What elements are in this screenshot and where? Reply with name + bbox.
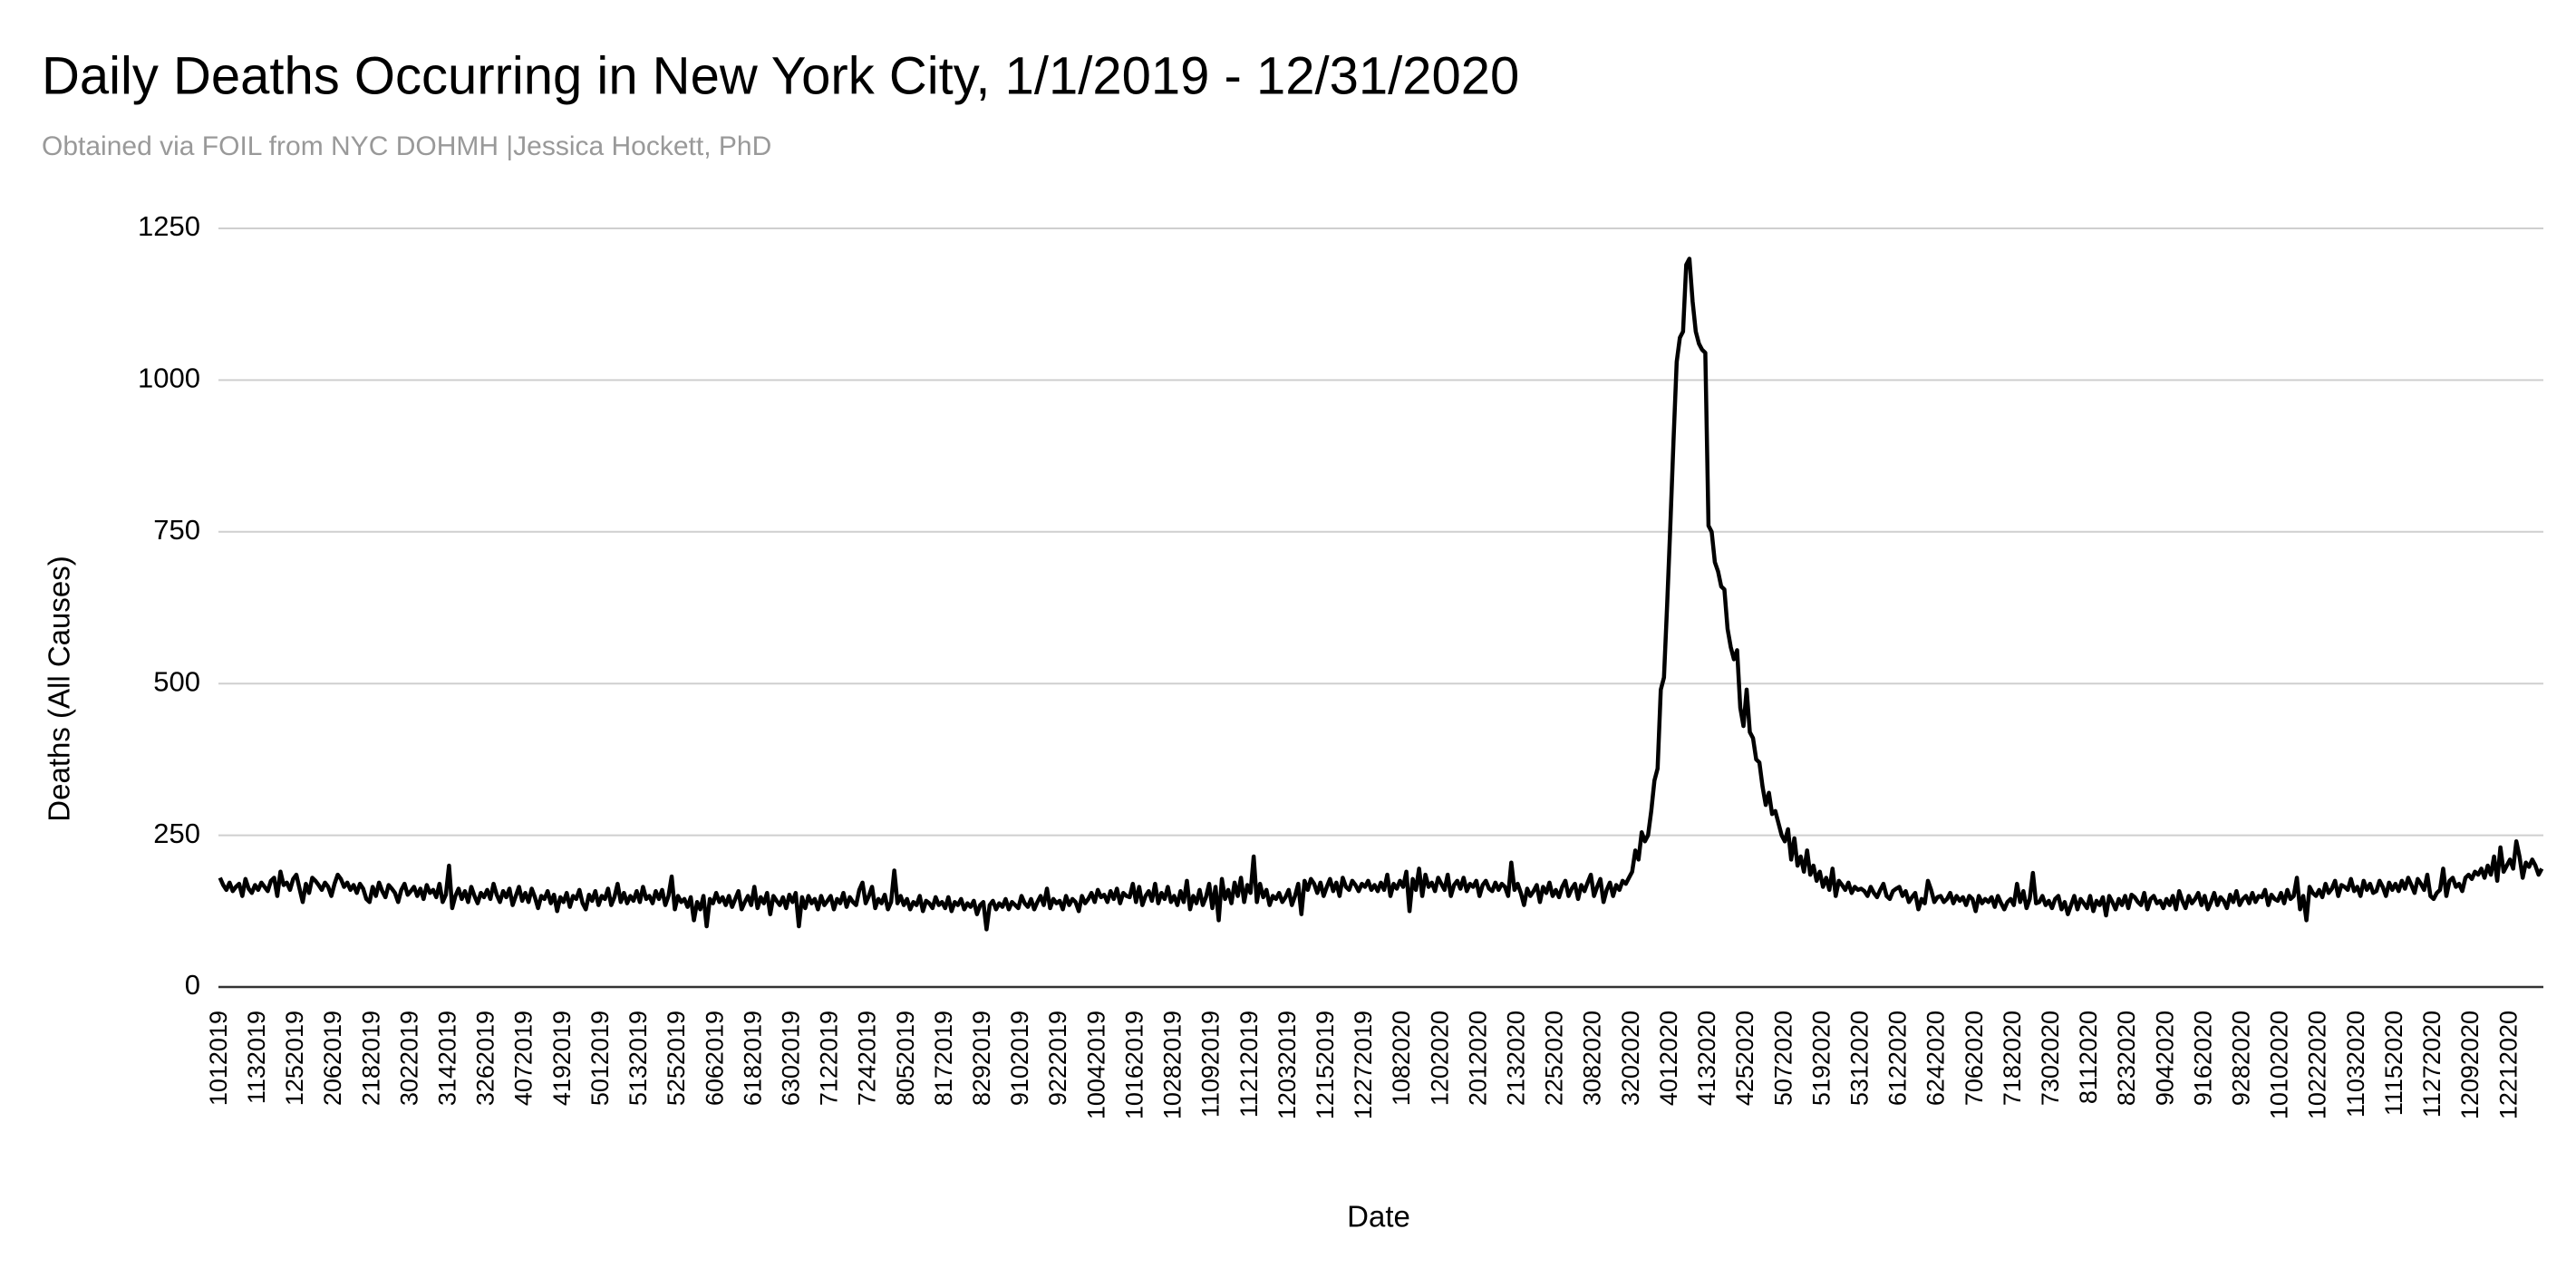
- x-tick-label: 9222019: [1044, 1011, 1071, 1106]
- chart-subtitle: Obtained via FOIL from NYC DOHMH |Jessic…: [42, 131, 771, 161]
- x-tick-label: 10042019: [1082, 1011, 1109, 1119]
- x-tick-label: 11032020: [2342, 1011, 2369, 1118]
- x-tick-label: 2182019: [357, 1011, 384, 1106]
- x-tick-label: 7242019: [854, 1011, 881, 1106]
- x-tick-label: 5072020: [1769, 1011, 1796, 1106]
- y-tick-label: 250: [153, 818, 200, 849]
- x-tick-label: 5132019: [625, 1011, 652, 1106]
- y-tick-label: 500: [153, 665, 200, 697]
- x-tick-label: 1202020: [1426, 1011, 1453, 1106]
- x-tick-label: 2132020: [1503, 1011, 1530, 1106]
- x-tick-label: 1012019: [205, 1011, 232, 1106]
- x-tick-label: 4012020: [1655, 1011, 1682, 1106]
- x-tick-label: 3142019: [434, 1011, 461, 1106]
- x-tick-label: 6122020: [1884, 1011, 1912, 1106]
- x-tick-label: 12272019: [1350, 1011, 1377, 1119]
- x-tick-label: 4192019: [548, 1011, 576, 1106]
- x-tick-label: 2252020: [1541, 1011, 1568, 1106]
- x-tick-label: 10222020: [2304, 1011, 2331, 1119]
- x-tick-label: 9042020: [2151, 1011, 2178, 1106]
- data-line: [218, 256, 2544, 932]
- x-tick-label: 10162019: [1120, 1011, 1148, 1119]
- x-tick-label: 7062020: [1961, 1011, 1988, 1106]
- x-tick-label: 5012019: [586, 1011, 614, 1106]
- x-tick-label: 8232020: [2113, 1011, 2140, 1106]
- x-tick-label: 6302019: [777, 1011, 804, 1106]
- y-tick-label: 0: [185, 969, 200, 1001]
- chart-title: Daily Deaths Occurring in New York City,…: [42, 46, 1519, 105]
- x-tick-label: 12032019: [1273, 1011, 1301, 1119]
- x-tick-label: 12092020: [2456, 1011, 2484, 1119]
- x-tick-label: 1132019: [243, 1011, 270, 1104]
- y-tick-label: 1250: [138, 210, 200, 242]
- x-tick-label: 5192020: [1807, 1011, 1835, 1106]
- x-tick-label: 2062019: [319, 1011, 346, 1106]
- x-tick-label: 11212019: [1235, 1011, 1263, 1118]
- x-tick-label: 9102019: [1006, 1011, 1033, 1106]
- x-tick-label: 5312020: [1845, 1011, 1873, 1106]
- x-tick-label: 12152019: [1312, 1011, 1339, 1119]
- x-tick-label: 5252019: [663, 1011, 690, 1106]
- x-tick-label: 3082020: [1579, 1011, 1606, 1106]
- x-tick-label: 6182019: [739, 1011, 766, 1106]
- x-tick-label: 1082020: [1388, 1011, 1415, 1106]
- x-tick-label: 6242020: [1922, 1011, 1950, 1106]
- x-tick-label: 9162020: [2189, 1011, 2216, 1106]
- x-tick-label: 8292019: [968, 1011, 995, 1106]
- x-tick-label: 3022019: [395, 1011, 422, 1106]
- x-tick-label: 11272020: [2418, 1011, 2445, 1118]
- x-tick-label: 4252020: [1731, 1011, 1758, 1106]
- x-tick-label: 2012020: [1464, 1011, 1491, 1106]
- y-tick-label: 1000: [138, 363, 200, 394]
- x-tick-label: 7122019: [816, 1011, 843, 1106]
- x-tick-label: 1252019: [281, 1011, 308, 1106]
- y-tick-label: 750: [153, 514, 200, 546]
- x-tick-label: 12212020: [2494, 1011, 2522, 1119]
- x-tick-label: 8172019: [930, 1011, 957, 1106]
- x-tick-label: 11092019: [1197, 1011, 1225, 1118]
- x-tick-label: 7302020: [2037, 1011, 2064, 1106]
- x-tick-label: 9282020: [2228, 1011, 2255, 1106]
- x-tick-label: 11152020: [2380, 1011, 2407, 1116]
- x-tick-label: 7182020: [1999, 1011, 2026, 1106]
- x-tick-label: 3202020: [1617, 1011, 1644, 1106]
- x-tick-label: 10282019: [1159, 1011, 1186, 1119]
- x-tick-label: 6062019: [701, 1011, 728, 1106]
- x-tick-label: 4132020: [1693, 1011, 1720, 1106]
- x-tick-label: 3262019: [472, 1011, 499, 1106]
- x-tick-label: 4072019: [510, 1011, 537, 1106]
- y-axis-title: Deaths (All Causes): [43, 556, 76, 821]
- x-tick-label: 8052019: [892, 1011, 919, 1106]
- x-tick-label: 8112020: [2075, 1011, 2102, 1104]
- x-axis-title: Date: [1347, 1200, 1410, 1234]
- x-tick-label: 10102020: [2266, 1011, 2293, 1119]
